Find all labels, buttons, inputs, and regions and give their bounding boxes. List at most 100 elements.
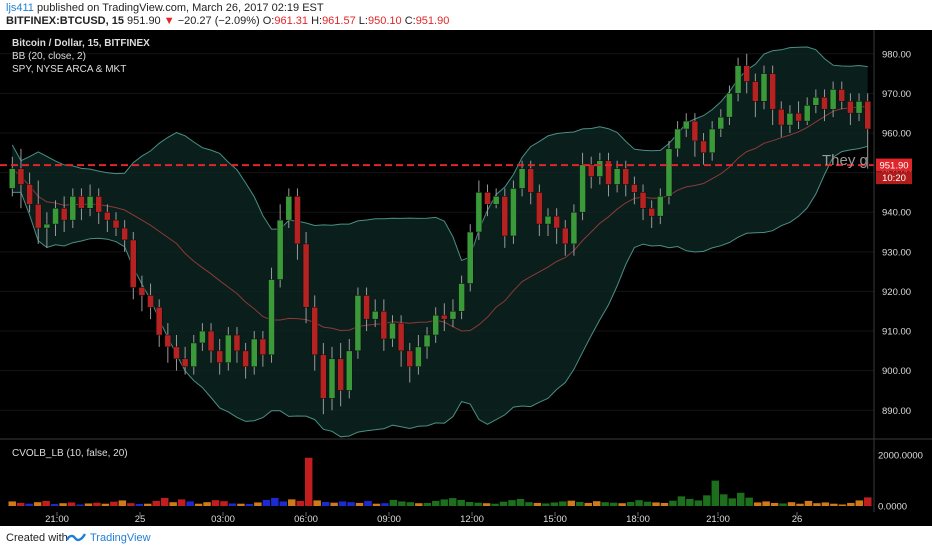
volume-bar [228, 503, 237, 506]
volume-bar [67, 502, 76, 506]
volume-tick-label: 2000.0000 [878, 451, 923, 462]
volume-bar [8, 501, 16, 506]
price-tick-label: 960.00 [882, 128, 911, 139]
volume-bar [584, 502, 592, 506]
candle-body [484, 192, 491, 205]
chart-area[interactable]: 980.00970.00960.00950.00940.00930.00920.… [0, 30, 932, 526]
last-price-tag-text: 951.90 [879, 161, 908, 172]
volume-bar [152, 500, 160, 506]
candle-body [648, 208, 655, 217]
candle-body [207, 330, 215, 352]
quote-line: BITFINEX:BTCUSD, 15 951.90 ▼ −20.27 (−2.… [6, 15, 449, 27]
volume-indicator-label[interactable]: CVOLB_LB (10, false, 20) [12, 448, 128, 459]
volume-bar [288, 499, 296, 506]
countdown-tag [876, 172, 912, 185]
volume-bar [660, 502, 669, 506]
candle-body [821, 97, 828, 110]
candle-body [674, 128, 681, 150]
candle-body [622, 168, 630, 185]
tradingview-link[interactable]: TradingView [90, 532, 151, 544]
price-tick-label: 910.00 [882, 327, 911, 338]
candle-body [78, 196, 85, 209]
volume-bar [508, 500, 516, 506]
candle-body [371, 310, 379, 320]
volume-bar [796, 503, 804, 506]
author-link[interactable]: ljs411 [6, 2, 34, 14]
price-tick-label: 900.00 [882, 366, 911, 377]
volume-bar [736, 492, 745, 506]
volume-bar [279, 501, 288, 506]
candle-body [9, 168, 16, 189]
time-tick-label: 21:00 [706, 514, 730, 525]
candle-body [242, 350, 249, 367]
high-label: H: [311, 15, 323, 27]
volume-bar [618, 503, 626, 506]
open-value: 961.31 [274, 15, 308, 27]
volume-bar [677, 496, 686, 506]
volume-bar [347, 502, 355, 506]
volume-bar [745, 497, 753, 506]
time-tick-label: 18:00 [626, 514, 650, 525]
time-tick-label: 15:00 [543, 514, 567, 525]
volume-bar [592, 501, 601, 506]
candle-body [155, 307, 163, 336]
volume-bar [804, 500, 813, 506]
volume-bar [855, 500, 864, 506]
volume-bar [491, 503, 499, 506]
volume-bar [245, 503, 254, 506]
volume-bar [254, 502, 262, 506]
volume-bar [135, 503, 144, 506]
volume-bar [525, 502, 533, 506]
candle-body [86, 196, 94, 209]
candle-body [803, 105, 811, 122]
volume-bar [753, 502, 762, 506]
volume-axis[interactable]: 2000.0000 0.0000 [878, 451, 923, 513]
chart-canvas[interactable]: 980.00970.00960.00950.00940.00930.00920.… [0, 30, 932, 526]
price-tick-label: 890.00 [882, 406, 911, 417]
volume-bar [499, 501, 508, 506]
tradingview-logo-icon[interactable] [65, 531, 87, 547]
candle-body [406, 350, 414, 367]
price-tick-label: 920.00 [882, 287, 911, 298]
candle-body [216, 350, 223, 363]
candle-body [121, 227, 128, 241]
bb-indicator-label[interactable]: BB (20, close, 2) [12, 51, 86, 62]
price-axis[interactable]: 980.00970.00960.00950.00940.00930.00920.… [882, 49, 911, 417]
candle-body [268, 279, 275, 356]
volume-bar [635, 500, 643, 506]
volume-bar [669, 500, 677, 506]
volume-bar [770, 502, 779, 506]
candle-body [501, 196, 509, 237]
volume-bar [237, 503, 245, 506]
candle-body [847, 101, 854, 114]
volume-bar [711, 480, 720, 506]
spy-overlay-label[interactable]: SPY, NYSE ARCA & MKT [12, 64, 126, 75]
volume-bar [609, 502, 618, 506]
volume-bar [389, 499, 398, 506]
time-tick-label: 09:00 [377, 514, 401, 525]
candle-body [492, 196, 500, 205]
price-tick-label: 940.00 [882, 208, 911, 219]
volume-bar [432, 500, 440, 506]
candle-body [553, 215, 560, 229]
volume-bar [220, 501, 228, 506]
candle-body [613, 168, 621, 185]
candle-body [752, 81, 759, 102]
time-axis[interactable]: 21:00 25 03:00 06:00 09:00 12:00 15:00 18:00 21:… [45, 512, 802, 525]
candle-body [829, 89, 837, 110]
volume-bar [338, 501, 347, 506]
candle-body [60, 208, 68, 221]
candle-body [389, 322, 396, 340]
volume-bar [423, 502, 432, 506]
volume-bar [42, 500, 50, 506]
candle-body [760, 73, 768, 102]
candle-body [639, 192, 647, 209]
volume-bar [559, 501, 567, 506]
candle-body [657, 196, 664, 217]
candle-body [536, 192, 543, 225]
volume-bar [321, 501, 330, 506]
volume-bar [169, 502, 177, 506]
candle-body [458, 283, 465, 312]
volume-bar [50, 503, 59, 506]
volume-bar [110, 501, 118, 506]
